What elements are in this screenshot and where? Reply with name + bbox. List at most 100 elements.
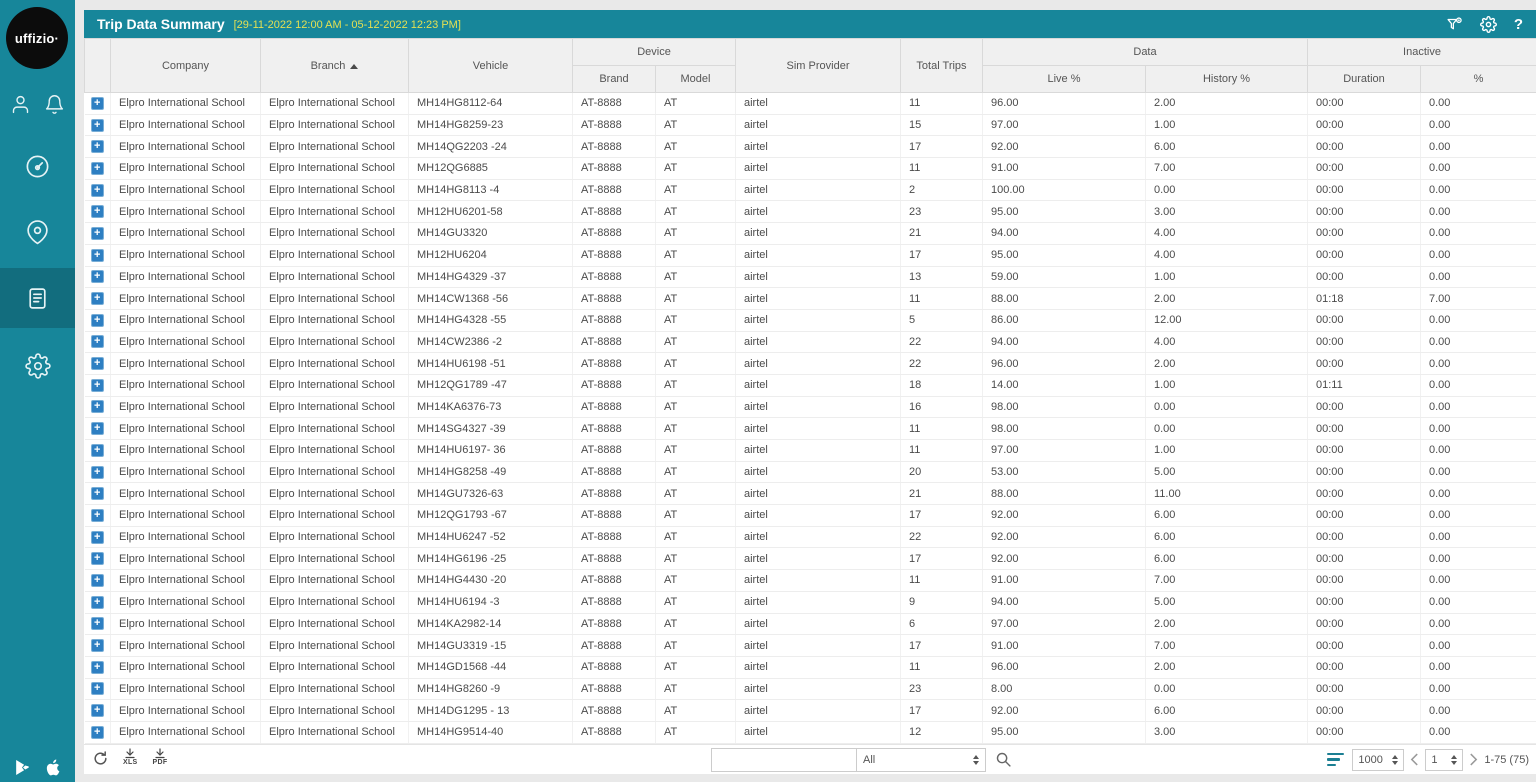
expand-row-button[interactable]: +	[90, 704, 104, 718]
expand-row-button[interactable]: +	[90, 96, 104, 110]
history-pct-cell: 6.00	[1145, 135, 1308, 159]
bell-icon[interactable]	[44, 94, 65, 115]
vehicle-cell: MH12QG1789 -47	[408, 374, 573, 397]
inactive-pct-cell: 0.00	[1420, 417, 1536, 440]
live-pct-cell: 98.00	[982, 396, 1146, 419]
expand-row-button[interactable]: +	[90, 530, 104, 544]
company-cell: Elpro International School	[110, 200, 261, 224]
expand-row-button[interactable]: +	[90, 378, 104, 392]
expand-row-button[interactable]: +	[90, 508, 104, 522]
export-xls-button[interactable]: XLS	[123, 748, 138, 766]
refresh-icon[interactable]	[93, 750, 108, 766]
table-row: + Elpro International School Elpro Interna…	[84, 591, 1536, 614]
expand-row-button[interactable]: +	[90, 400, 104, 414]
expand-row-button[interactable]: +	[90, 226, 104, 240]
table-row: + Elpro International School Elpro Interna…	[84, 244, 1536, 267]
table-row: + Elpro International School Elpro Interna…	[84, 721, 1536, 744]
sidebar-item-tracking[interactable]	[0, 212, 75, 252]
brand-cell: AT-8888	[572, 439, 656, 462]
search-column-select[interactable]: All	[856, 747, 986, 772]
vehicle-cell: MH14GD1568 -44	[408, 656, 573, 679]
history-pct-cell: 3.00	[1145, 721, 1308, 744]
column-header-branch[interactable]: Branch	[260, 38, 409, 93]
expand-row-button[interactable]: +	[90, 573, 104, 587]
branch-cell: Elpro International School	[260, 135, 409, 159]
vehicle-cell: MH14HG4328 -55	[408, 309, 573, 332]
expand-row-button[interactable]: +	[90, 118, 104, 132]
branch-cell: Elpro International School	[260, 92, 409, 115]
company-cell: Elpro International School	[110, 135, 261, 159]
sim-provider-cell: airtel	[735, 547, 901, 571]
table-row: + Elpro International School Elpro Interna…	[84, 504, 1536, 527]
page-number-input[interactable]: 1	[1425, 748, 1464, 771]
expand-cell: +	[84, 699, 111, 722]
sidebar-item-settings[interactable]	[0, 346, 75, 386]
pagination-range-label: 1-75 (75)	[1484, 753, 1529, 766]
expand-row-button[interactable]: +	[90, 205, 104, 219]
google-play-icon[interactable]	[13, 758, 32, 777]
column-header-total-trips[interactable]: Total Trips	[900, 38, 983, 93]
column-header-brand[interactable]: Brand	[572, 65, 656, 93]
gear-icon[interactable]	[1479, 15, 1497, 33]
expand-row-button[interactable]: +	[90, 140, 104, 154]
expand-row-button[interactable]: +	[90, 357, 104, 371]
duration-cell: 00:00	[1307, 222, 1421, 245]
expand-row-button[interactable]: +	[90, 443, 104, 457]
expand-row-button[interactable]: +	[90, 595, 104, 609]
column-header-live-pct[interactable]: Live %	[982, 65, 1146, 93]
column-header-history-pct[interactable]: History %	[1145, 65, 1308, 93]
branch-cell: Elpro International School	[260, 569, 409, 592]
help-icon[interactable]: ?	[1513, 15, 1523, 33]
column-header-sim-provider[interactable]: Sim Provider	[735, 38, 901, 93]
brand-cell: AT-8888	[572, 244, 656, 267]
brand-cell: AT-8888	[572, 331, 656, 354]
sidebar-item-reports[interactable]	[0, 268, 75, 328]
expand-row-button[interactable]: +	[90, 725, 104, 739]
column-header-pct[interactable]: %	[1419, 65, 1536, 93]
vehicle-cell: MH14GU3319 -15	[408, 634, 573, 657]
column-header-vehicle[interactable]: Vehicle	[408, 38, 573, 93]
live-pct-cell: 95.00	[982, 200, 1146, 224]
filter-funnel-icon[interactable]	[1446, 16, 1463, 33]
column-header-company[interactable]: Company	[110, 38, 261, 93]
apple-icon[interactable]	[44, 758, 63, 777]
company-cell: Elpro International School	[110, 656, 261, 679]
chevron-left-icon[interactable]	[1410, 753, 1419, 766]
page-number-value: 1	[1431, 753, 1438, 766]
search-input[interactable]	[711, 747, 856, 772]
total-trips-cell: 23	[900, 200, 983, 224]
page-size-select[interactable]: 1000	[1352, 748, 1405, 771]
expand-row-button[interactable]: +	[90, 161, 104, 175]
expand-row-button[interactable]: +	[90, 487, 104, 501]
history-pct-cell: 2.00	[1145, 352, 1308, 375]
user-icon[interactable]	[10, 94, 31, 115]
live-pct-cell: 97.00	[982, 439, 1146, 462]
uffizio-logo[interactable]: uffizio·	[6, 7, 68, 69]
history-pct-cell: 7.00	[1145, 157, 1308, 180]
export-pdf-button[interactable]: PDF	[153, 748, 168, 766]
model-cell: AT	[655, 179, 736, 202]
expand-row-button[interactable]: +	[90, 552, 104, 566]
column-header-model[interactable]: Model	[655, 65, 736, 93]
history-pct-cell: 7.00	[1145, 634, 1308, 657]
table-row: + Elpro International School Elpro Interna…	[84, 547, 1536, 571]
expand-row-button[interactable]: +	[90, 660, 104, 674]
expand-row-button[interactable]: +	[90, 682, 104, 696]
chevron-right-icon[interactable]	[1469, 753, 1478, 766]
expand-row-button[interactable]: +	[90, 465, 104, 479]
expand-row-button[interactable]: +	[90, 335, 104, 349]
expand-row-button[interactable]: +	[90, 422, 104, 436]
expand-row-button[interactable]: +	[90, 639, 104, 653]
expand-row-button[interactable]: +	[90, 617, 104, 631]
page-title: Trip Data Summary	[97, 16, 225, 32]
table-row: + Elpro International School Elpro Interna…	[84, 482, 1536, 506]
sidebar-item-dashboard[interactable]	[0, 146, 75, 186]
expand-row-button[interactable]: +	[90, 270, 104, 284]
expand-row-button[interactable]: +	[90, 313, 104, 327]
search-magnifier-icon[interactable]	[995, 751, 1012, 768]
expand-row-button[interactable]: +	[90, 292, 104, 306]
expand-cell: +	[84, 374, 111, 397]
expand-row-button[interactable]: +	[90, 183, 104, 197]
expand-row-button[interactable]: +	[90, 248, 104, 262]
column-header-duration[interactable]: Duration	[1307, 65, 1421, 93]
